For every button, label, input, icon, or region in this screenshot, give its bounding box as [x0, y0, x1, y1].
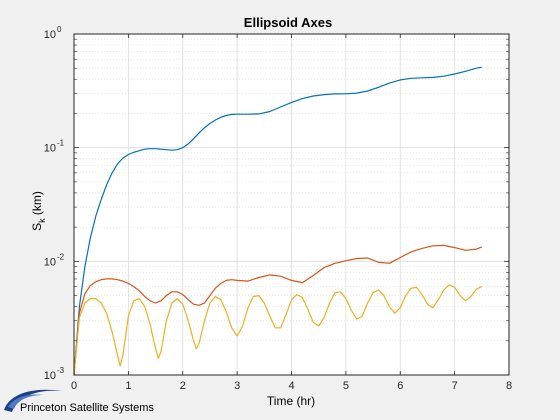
x-tick-label: 4: [288, 380, 294, 392]
footer-logo: Princeton Satellite Systems: [4, 389, 154, 414]
tick-marks: [73, 33, 510, 376]
x-tick-label: 7: [452, 380, 458, 392]
series-line-3: [73, 284, 483, 376]
x-tick-label: 1: [125, 380, 131, 392]
series-group: [73, 66, 483, 376]
y-tick-label: 10: [44, 256, 56, 268]
y-tick-label-exponent: -1: [57, 139, 65, 148]
logo-text: Princeton Satellite Systems: [20, 402, 154, 414]
y-tick-label: 10: [44, 29, 56, 41]
x-tick-label: 5: [343, 380, 349, 392]
y-axis-label-subscript: k: [37, 218, 47, 223]
x-tick-label: 2: [180, 380, 186, 392]
chart-title: Ellipsoid Axes: [244, 15, 332, 30]
x-tick-labels: 0 1 2 3 4 5 6 7 8: [71, 380, 512, 392]
y-tick-label-exponent: -3: [57, 366, 65, 375]
series-line-2: [73, 244, 483, 376]
y-axis-label: Sk (km): [30, 191, 47, 231]
x-axis-label: Time (hr): [267, 394, 315, 408]
y-tick-label-exponent: 0: [57, 25, 62, 34]
x-tick-label: 3: [234, 380, 240, 392]
swoosh-logo-icon: [4, 389, 62, 412]
y-tick-label: 10: [44, 143, 56, 155]
series-line-1: [73, 66, 482, 376]
y-axis-label-unit: (km): [30, 191, 44, 218]
x-tick-label: 8: [506, 380, 512, 392]
x-tick-label: 0: [71, 380, 77, 392]
y-tick-label: 10: [44, 370, 56, 382]
x-tick-label: 6: [397, 380, 403, 392]
y-axis-label-main: S: [30, 223, 44, 231]
y-tick-label-exponent: -2: [57, 252, 65, 261]
